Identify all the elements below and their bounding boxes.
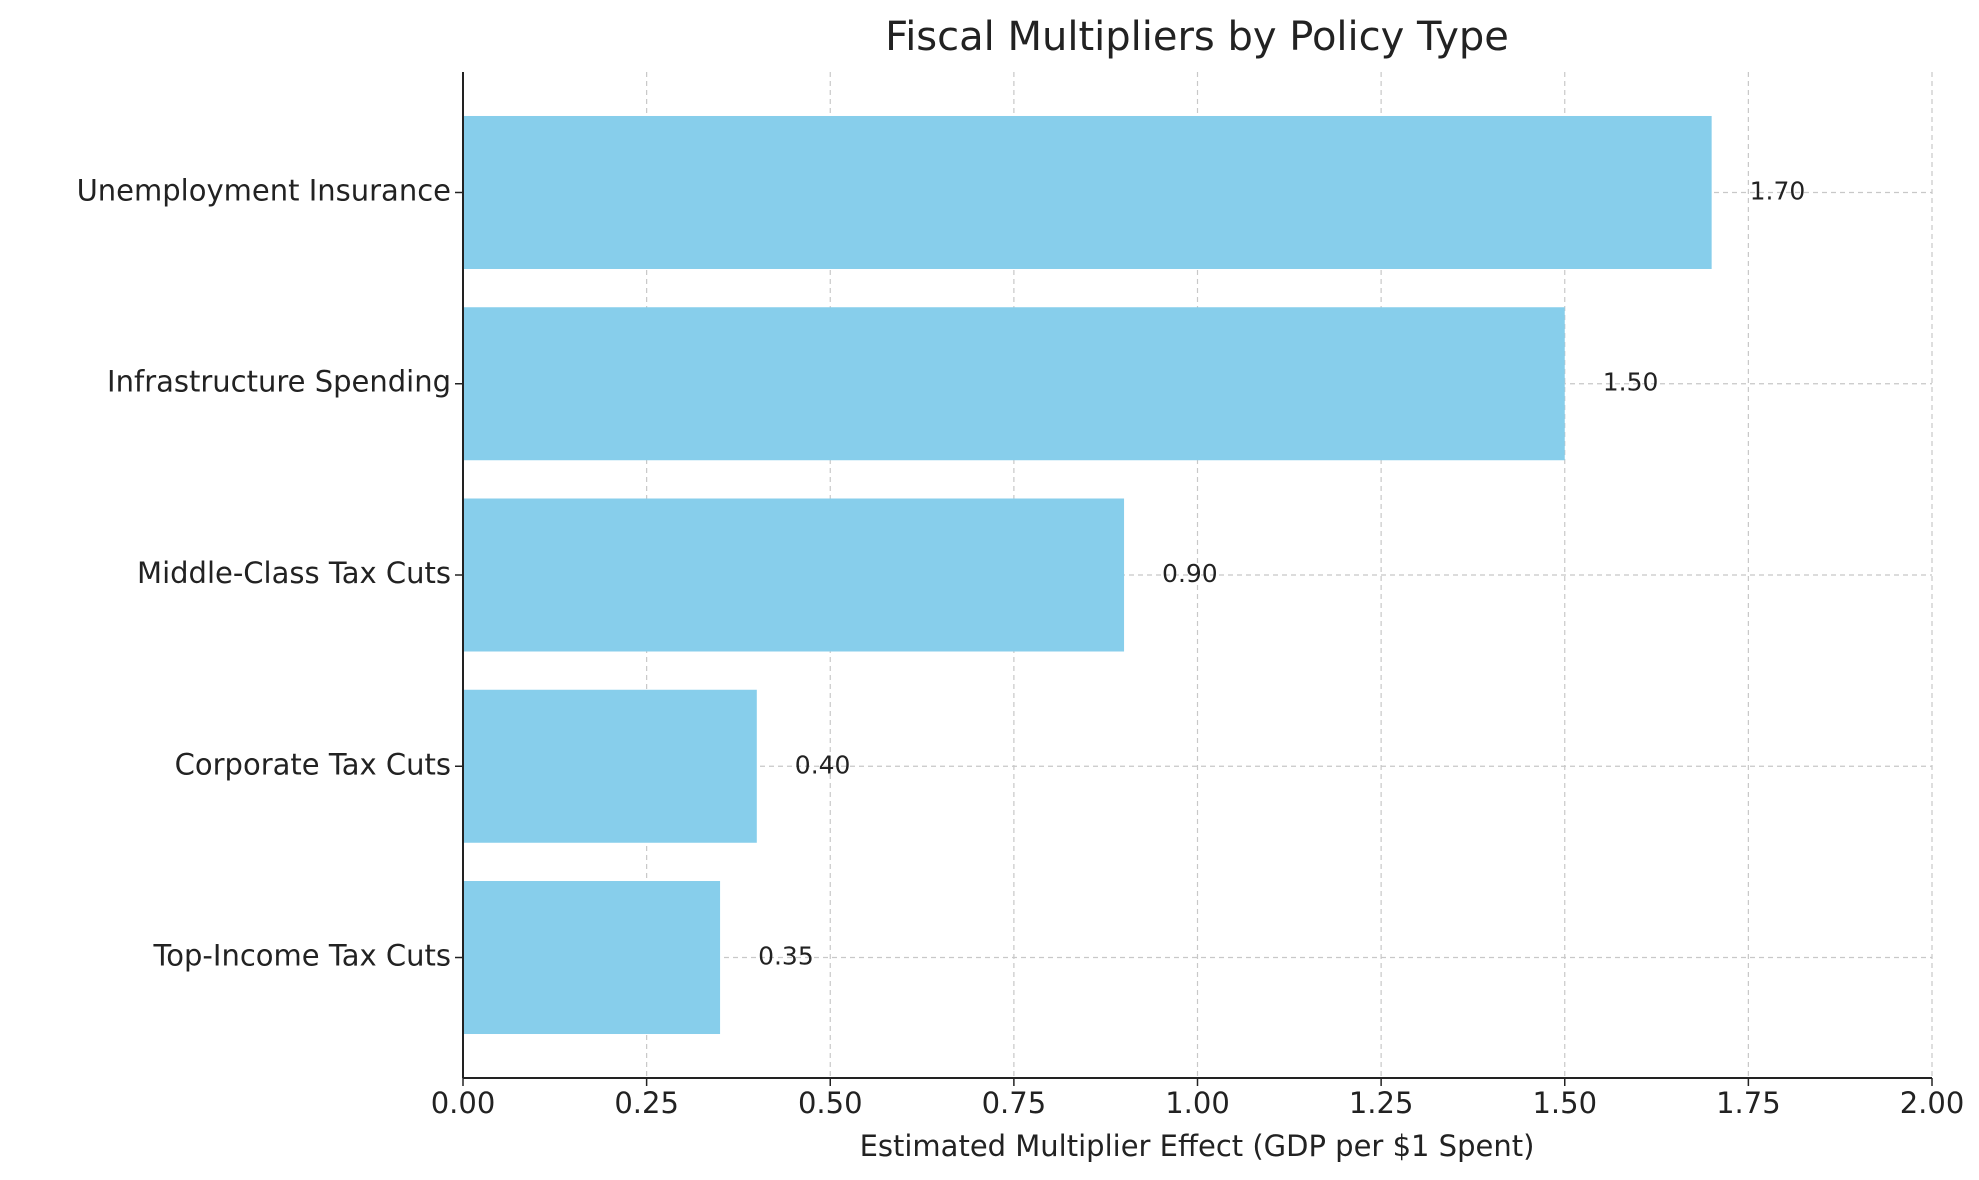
y-tick-label: Middle-Class Tax Cuts bbox=[137, 556, 451, 590]
value-label: 0.40 bbox=[795, 750, 851, 779]
value-label: 0.90 bbox=[1162, 559, 1218, 588]
x-tick-label: 1.25 bbox=[1349, 1086, 1414, 1120]
bar bbox=[463, 115, 1712, 269]
x-tick-label: 2.00 bbox=[1900, 1086, 1965, 1120]
bar bbox=[463, 689, 757, 843]
x-tick-label: 0.50 bbox=[798, 1086, 863, 1120]
value-label: 1.70 bbox=[1750, 176, 1806, 205]
x-tick-label: 0.75 bbox=[982, 1086, 1047, 1120]
y-tick-label: Unemployment Insurance bbox=[77, 173, 451, 207]
bar bbox=[463, 307, 1565, 461]
x-tick-label: 1.00 bbox=[1165, 1086, 1230, 1120]
x-tick-label: 0.25 bbox=[614, 1086, 679, 1120]
y-tick-label: Corporate Tax Cuts bbox=[175, 747, 451, 781]
bar bbox=[463, 881, 721, 1035]
x-tick-label: 0.00 bbox=[431, 1086, 496, 1120]
chart-title: Fiscal Multipliers by Policy Type bbox=[885, 14, 1509, 60]
value-label: 0.35 bbox=[758, 942, 814, 971]
bar bbox=[463, 498, 1125, 652]
value-label: 1.50 bbox=[1603, 368, 1659, 397]
y-tick-label: Top-Income Tax Cuts bbox=[152, 939, 451, 973]
x-axis-label: Estimated Multiplier Effect (GDP per $1 … bbox=[860, 1129, 1535, 1163]
y-tick-label: Infrastructure Spending bbox=[107, 365, 451, 399]
x-tick-label: 1.50 bbox=[1532, 1086, 1597, 1120]
x-tick-label: 1.75 bbox=[1716, 1086, 1781, 1120]
